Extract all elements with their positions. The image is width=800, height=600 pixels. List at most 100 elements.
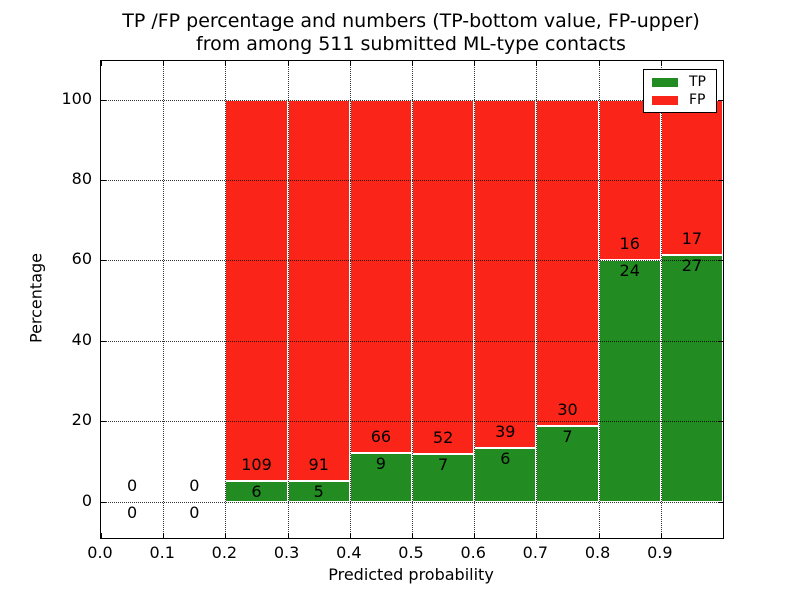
tp-count-label: 0: [127, 502, 138, 522]
horizontal-gridline: [101, 421, 723, 423]
y-tick-label: 80: [71, 168, 92, 188]
x-tick-mark-top: [349, 61, 351, 66]
vertical-gridline: [412, 61, 413, 538]
fp-count-label: 30: [557, 399, 578, 419]
plot-area: 0 0 0 0 109 6 91 5 66 9 52 7 39 6 30 7 16 24 17 27: [100, 60, 724, 539]
fp-count-label: 66: [370, 427, 392, 447]
y-tick-label: 60: [71, 249, 92, 269]
x-axis-label: Predicted probability: [328, 565, 494, 584]
x-tick-label: 0.0: [87, 543, 113, 562]
fp-count-label: 52: [432, 427, 454, 447]
x-tick-label: 0.3: [273, 543, 300, 562]
tp-count-label: 27: [681, 255, 703, 275]
y-tick-mark: [101, 340, 106, 342]
fp-count-label: 0: [127, 475, 138, 495]
x-tick-mark-top: [287, 61, 289, 66]
tp-bar-segment: [412, 453, 475, 502]
fp-count-label: 91: [308, 454, 329, 474]
fp-count-label: 39: [495, 422, 516, 442]
vertical-gridline: [225, 61, 227, 538]
x-tick-mark: [536, 533, 538, 538]
horizontal-gridline: [101, 260, 723, 262]
x-tick-label: 0.1: [149, 543, 175, 562]
chart-title-line2: from among 511 submitted ML-type contact…: [196, 33, 626, 55]
y-tick-label: 0: [81, 490, 92, 510]
tp-count-label: 7: [438, 454, 449, 474]
x-tick-mark: [287, 533, 289, 538]
y-tick-mark-right: [718, 421, 723, 423]
y-tick-mark: [101, 501, 106, 503]
vertical-gridline: [660, 61, 662, 538]
x-tick-label: 0.4: [336, 543, 362, 562]
tp-count-label: 6: [251, 481, 262, 501]
legend-label-fp: FP: [689, 92, 706, 108]
fp-count-label: 16: [619, 234, 640, 254]
fp-count-label: 17: [681, 228, 703, 248]
y-tick-mark: [101, 99, 106, 101]
x-tick-mark: [101, 533, 102, 538]
legend: TP FP: [643, 69, 717, 113]
tp-count-label: 0: [189, 502, 200, 522]
legend-entry-fp: FP: [644, 93, 716, 107]
vertical-gridline: [163, 61, 165, 538]
fp-count-label: 0: [189, 475, 200, 495]
fp-color-swatch: [652, 95, 678, 105]
x-tick-label: 0.2: [211, 543, 238, 562]
x-tick-mark: [660, 533, 662, 538]
x-tick-mark-top: [536, 61, 538, 66]
x-tick-label: 0.6: [460, 543, 486, 562]
fp-bar-segment: [349, 99, 412, 454]
horizontal-gridline: [101, 340, 723, 342]
fp-bar-segment: [474, 99, 537, 449]
tp-color-swatch: [652, 77, 678, 87]
x-tick-mark: [225, 533, 227, 538]
legend-entry-tp: TP: [644, 75, 716, 89]
tp-bar-segment: [598, 260, 661, 502]
fp-bar-segment: [536, 99, 599, 426]
tp-count-label: 9: [375, 454, 386, 474]
tp-count-label: 5: [313, 481, 324, 501]
y-tick-label: 20: [71, 410, 92, 430]
vertical-gridline: [598, 61, 600, 538]
x-tick-label: 0.7: [522, 543, 549, 562]
y-tick-mark: [101, 260, 106, 262]
x-tick-label: 0.8: [584, 543, 611, 562]
x-tick-mark-top: [598, 61, 600, 66]
tp-bar-segment: [474, 448, 537, 502]
chart-title-line1: TP /FP percentage and numbers (TP-bottom…: [122, 10, 700, 32]
y-tick-mark-right: [718, 340, 723, 342]
chart-title: TP /FP percentage and numbers (TP-bottom…: [100, 10, 722, 56]
tp-count-label: 24: [619, 261, 640, 281]
x-tick-mark: [412, 533, 413, 538]
x-tick-mark: [349, 533, 351, 538]
tp-count-label: 7: [562, 426, 573, 446]
x-tick-mark-top: [412, 61, 413, 66]
y-tick-label: 100: [61, 88, 92, 108]
y-tick-mark: [101, 421, 106, 423]
x-tick-label: 0.5: [398, 543, 424, 562]
y-tick-mark-right: [718, 260, 723, 262]
x-tick-mark-top: [474, 61, 476, 66]
horizontal-gridline: [101, 99, 723, 101]
tp-count-label: 6: [500, 449, 511, 469]
x-tick-mark-top: [225, 61, 227, 66]
y-tick-mark: [101, 179, 106, 181]
tp-bar-segment: [660, 254, 723, 502]
y-tick-mark-right: [718, 501, 723, 503]
x-tick-mark: [163, 533, 165, 538]
fp-bar-segment: [225, 99, 288, 481]
fp-bar-segment: [287, 99, 350, 481]
horizontal-gridline: [101, 179, 723, 181]
vertical-gridline: [474, 61, 476, 538]
legend-label-tp: TP: [689, 74, 706, 90]
vertical-gridline: [287, 61, 289, 538]
y-tick-mark-right: [718, 99, 723, 101]
x-tick-mark: [474, 533, 476, 538]
tp-bar-segment: [349, 453, 412, 502]
vertical-gridline: [536, 61, 538, 538]
x-tick-mark: [598, 533, 600, 538]
fp-count-label: 109: [241, 454, 272, 474]
y-tick-label: 40: [71, 329, 92, 349]
x-tick-mark-top: [163, 61, 165, 66]
